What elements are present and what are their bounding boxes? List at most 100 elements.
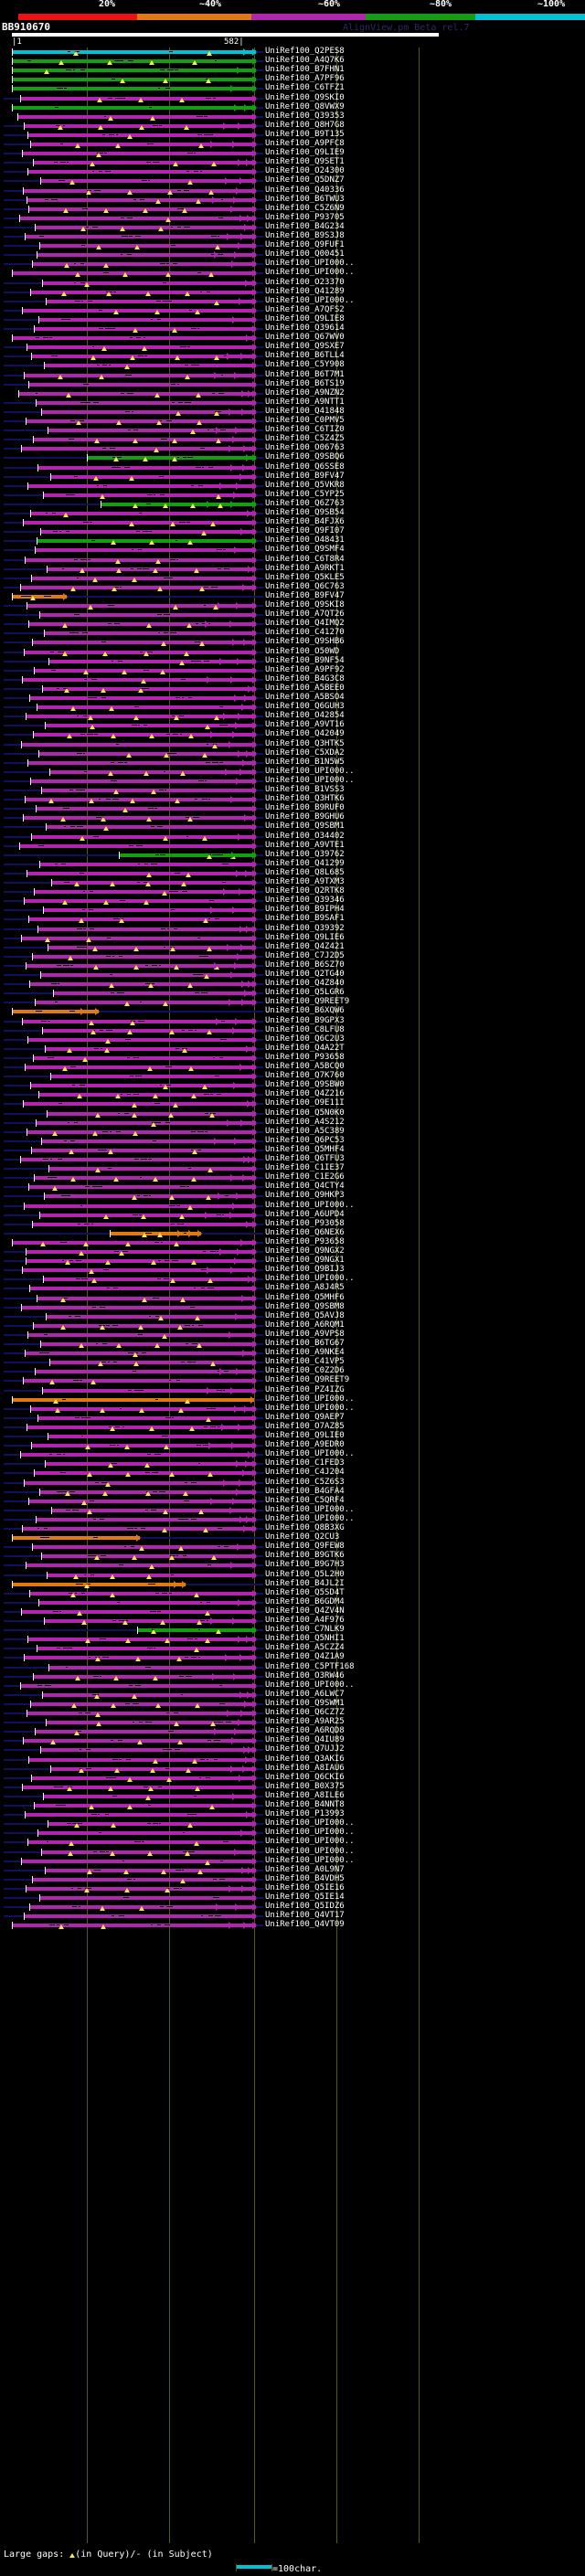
alignment-plot[interactable]: UniRef100_Q2PES8 UniRef100_A4Q7K6 UniRef10… — [0, 47, 585, 2543]
alignment-row[interactable]: UniRef100_C5PTF168 — [0, 1662, 585, 1672]
hsp-bar[interactable] — [22, 1268, 256, 1273]
hit-label[interactable]: UniRef100_Q9FUF1 — [265, 240, 345, 250]
hit-label[interactable]: UniRef100_B4JL2I — [265, 1578, 345, 1588]
alignment-row[interactable]: UniRef100_Q6C2U3 — [0, 1034, 585, 1044]
hsp-bar[interactable] — [26, 1250, 256, 1254]
hit-label[interactable]: UniRef100_UPI000.. — [265, 1818, 355, 1829]
hit-label[interactable]: UniRef100_C0PMV5 — [265, 416, 345, 425]
hsp-bar[interactable] — [30, 779, 256, 783]
hsp-bar[interactable] — [29, 1287, 256, 1291]
alignment-row[interactable]: UniRef100_Q6NEX6 — [0, 1228, 585, 1238]
hsp-bar[interactable] — [25, 1813, 256, 1818]
alignment-row[interactable]: UniRef100_B9G7H3 — [0, 1560, 585, 1570]
hsp-bar[interactable] — [41, 1139, 256, 1143]
hit-label[interactable]: UniRef100_Q5VKR8 — [265, 480, 345, 490]
alignment-row[interactable]: UniRef100_Q4VT17 — [0, 1911, 585, 1921]
hsp-bar[interactable] — [21, 1305, 256, 1309]
alignment-row[interactable]: UniRef100_C5YP25 — [0, 490, 585, 500]
alignment-row[interactable]: UniRef100_Q5IE14 — [0, 1892, 585, 1903]
alignment-row[interactable]: UniRef100_B9GTK6 — [0, 1551, 585, 1561]
hsp-bar[interactable] — [27, 197, 256, 202]
hsp-bar[interactable] — [26, 1259, 256, 1264]
alignment-row[interactable]: UniRef100_B0X375 — [0, 1782, 585, 1792]
hsp-bar[interactable] — [20, 1683, 256, 1688]
hsp-bar[interactable] — [42, 1692, 256, 1697]
hit-label[interactable]: UniRef100_C1E2G6 — [265, 1172, 345, 1182]
hit-label[interactable]: UniRef100_A4S212 — [265, 1117, 345, 1127]
hit-label[interactable]: UniRef100_Q9FI07 — [265, 526, 345, 536]
alignment-row[interactable]: UniRef100_Q3AKI6 — [0, 1754, 585, 1765]
hit-label[interactable]: UniRef100_Q41289 — [265, 286, 345, 296]
alignment-row[interactable]: UniRef100_C0PMV5 — [0, 416, 585, 426]
hsp-bar[interactable] — [29, 696, 256, 700]
hsp-bar[interactable] — [30, 1084, 256, 1088]
hit-label[interactable]: UniRef100_C1FED3 — [265, 1458, 345, 1468]
hsp-bar[interactable] — [44, 364, 256, 368]
hsp-bar[interactable] — [19, 843, 256, 848]
alignment-row[interactable]: UniRef100_A9NKE4 — [0, 1348, 585, 1358]
hit-label[interactable]: UniRef100_Q5AVJ8 — [265, 1310, 345, 1320]
hsp-bar[interactable] — [40, 179, 256, 184]
hit-label[interactable]: UniRef100_B4FJX6 — [265, 517, 345, 527]
hit-label[interactable]: UniRef100_Q9SET1 — [265, 157, 345, 167]
alignment-row[interactable]: UniRef100_A6RQD8 — [0, 1726, 585, 1736]
hit-label[interactable]: UniRef100_O24300 — [265, 166, 345, 176]
alignment-row[interactable]: UniRef100_C6T8R4 — [0, 555, 585, 565]
hit-label[interactable]: UniRef100_O9E11I — [265, 1098, 345, 1108]
alignment-row[interactable]: UniRef100_UPI000.. — [0, 1680, 585, 1691]
hsp-bar[interactable] — [39, 1213, 256, 1217]
hit-label[interactable]: UniRef100_A0L9N7 — [265, 1864, 345, 1874]
alignment-row[interactable]: UniRef100_Q39353 — [0, 111, 585, 122]
hsp-bar[interactable] — [12, 1010, 99, 1014]
hit-label[interactable]: UniRef100_UPI000.. — [265, 1846, 355, 1856]
hsp-bar[interactable] — [21, 447, 256, 451]
hit-label[interactable]: UniRef100_A9RKT1 — [265, 563, 345, 573]
alignment-row[interactable]: UniRef100_Q39346 — [0, 896, 585, 906]
alignment-row[interactable]: UniRef100_O9E11I — [0, 1098, 585, 1108]
hit-label[interactable]: UniRef100_B6TLL4 — [265, 351, 345, 361]
hsp-bar[interactable] — [101, 502, 256, 506]
hsp-bar[interactable] — [46, 825, 256, 830]
hsp-bar[interactable] — [46, 1314, 256, 1319]
alignment-row[interactable]: UniRef100_A5CZZ4 — [0, 1643, 585, 1653]
hsp-bar[interactable] — [27, 170, 256, 175]
hit-label[interactable]: UniRef100_A9VTE1 — [265, 840, 345, 850]
alignment-row[interactable]: UniRef100_Q6CKI6 — [0, 1773, 585, 1783]
hsp-bar[interactable] — [31, 355, 256, 359]
hsp-bar[interactable] — [30, 1701, 256, 1706]
hit-label[interactable]: UniRef100_A8IAU6 — [265, 1763, 345, 1773]
hsp-bar[interactable] — [26, 419, 256, 423]
alignment-row[interactable]: UniRef100_A4Q7K6 — [0, 56, 585, 66]
alignment-row[interactable]: UniRef100_A0L9N7 — [0, 1864, 585, 1875]
hsp-bar[interactable] — [50, 474, 256, 479]
hit-label[interactable]: UniRef100_UPI000.. — [265, 268, 355, 278]
hit-label[interactable]: UniRef100_Q4Z840 — [265, 979, 345, 989]
hit-label[interactable]: UniRef100_C41VP5 — [265, 1357, 345, 1367]
alignment-row[interactable]: UniRef100_Q4IU89 — [0, 1735, 585, 1745]
hit-label[interactable]: UniRef100_C5XDA2 — [265, 747, 345, 758]
alignment-row[interactable]: UniRef100_C8LFU8 — [0, 1025, 585, 1035]
alignment-row[interactable]: UniRef100_A5C389 — [0, 1127, 585, 1137]
hsp-bar[interactable] — [25, 1065, 256, 1069]
alignment-row[interactable]: UniRef100_B9GHU6 — [0, 812, 585, 822]
alignment-row[interactable]: UniRef100_B6TLL4 — [0, 351, 585, 361]
hsp-bar[interactable] — [27, 1638, 256, 1642]
hit-label[interactable]: UniRef100_Q2CU3 — [265, 1532, 340, 1542]
hit-label[interactable]: UniRef100_B9SAF1 — [265, 914, 345, 924]
hit-label[interactable]: UniRef100_Q9SKI0 — [265, 92, 345, 102]
hsp-bar[interactable] — [32, 1222, 256, 1226]
hit-label[interactable]: UniRef100_Q9LIE6 — [265, 932, 345, 942]
hit-label[interactable]: UniRef100_Q39762 — [265, 849, 345, 859]
alignment-row[interactable]: UniRef100_Q9SKI8 — [0, 600, 585, 610]
alignment-row[interactable]: UniRef100_Q9SMF4 — [0, 545, 585, 555]
hit-label[interactable]: UniRef100_UPI000.. — [265, 1855, 355, 1865]
alignment-row[interactable]: UniRef100_Q40336 — [0, 186, 585, 196]
hit-label[interactable]: UniRef100_Q6TFU3 — [265, 1154, 345, 1163]
hit-label[interactable]: UniRef100_Q5IDZ6 — [265, 1902, 345, 1912]
alignment-row[interactable]: UniRef100_B9S3J8 — [0, 231, 585, 241]
hsp-bar[interactable] — [33, 1674, 256, 1679]
hit-label[interactable]: UniRef100_O06763 — [265, 443, 345, 453]
hit-label[interactable]: UniRef100_Q4Z1A9 — [265, 1652, 345, 1662]
alignment-row[interactable]: UniRef100_Q9LIE9 — [0, 148, 585, 158]
hsp-bar[interactable] — [28, 207, 256, 211]
